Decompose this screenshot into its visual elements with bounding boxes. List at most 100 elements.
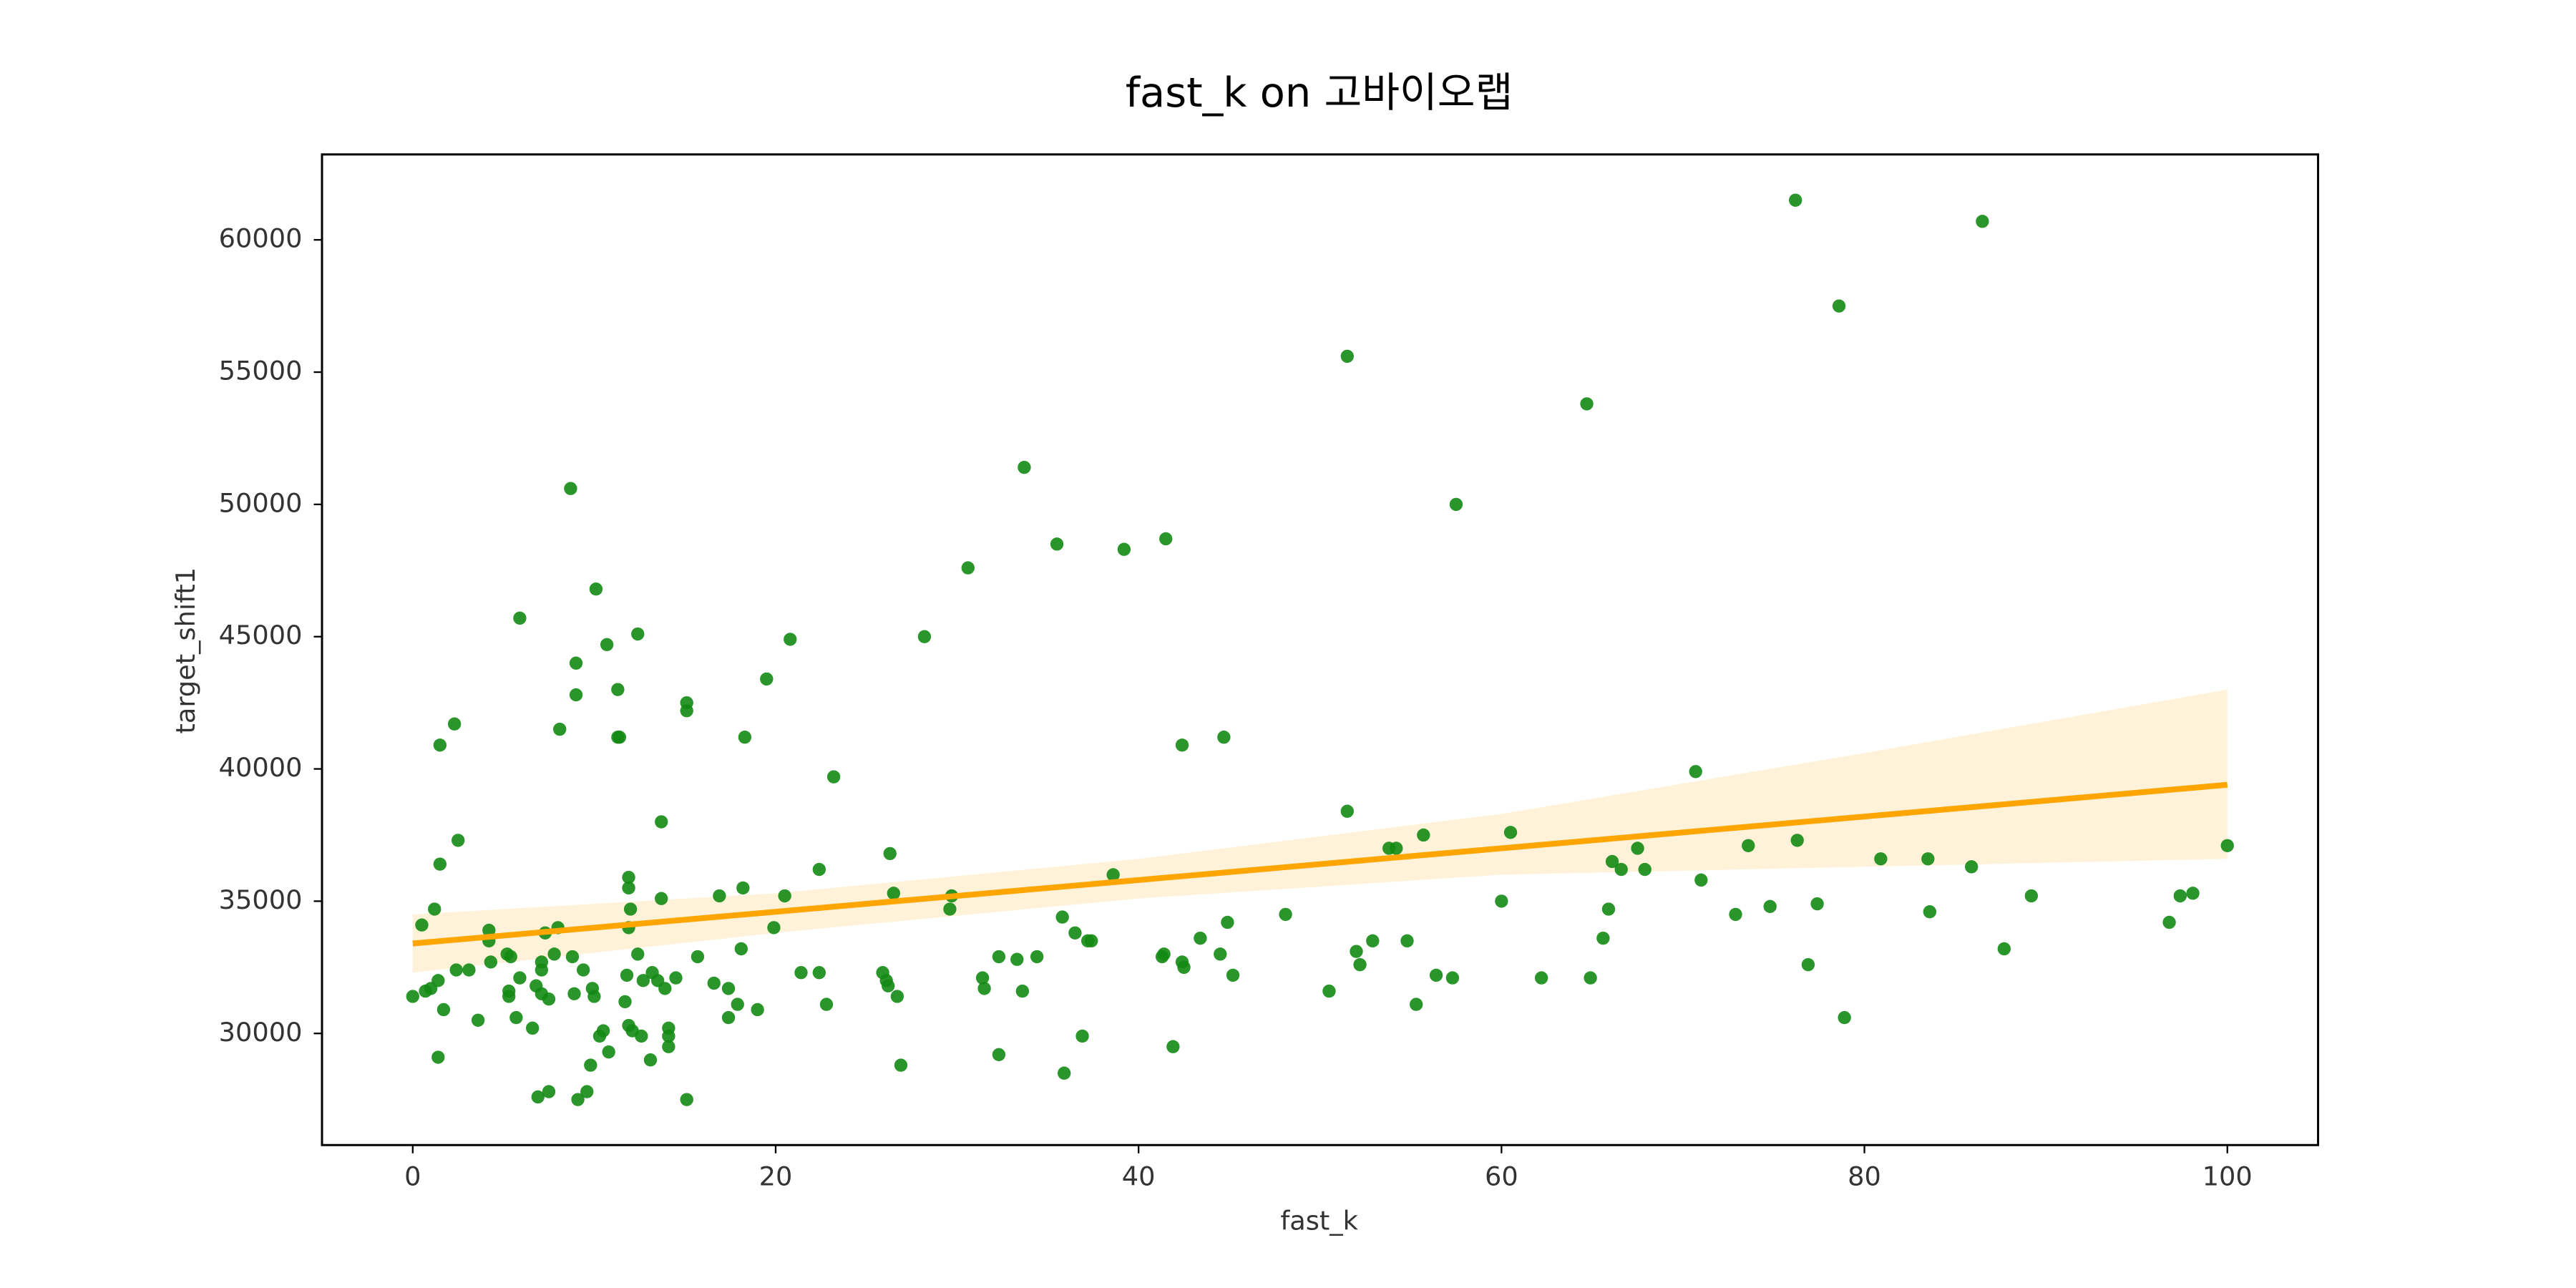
point: [1226, 968, 1240, 982]
point: [680, 696, 693, 710]
point: [1221, 915, 1234, 930]
point: [1742, 839, 1755, 852]
point: [1350, 945, 1363, 958]
point: [1605, 854, 1619, 869]
point: [602, 1045, 615, 1059]
point: [731, 997, 744, 1011]
point: [2024, 889, 2039, 903]
point: [1058, 1066, 1071, 1080]
point: [484, 955, 498, 969]
point: [992, 950, 1006, 964]
point: [1085, 934, 1098, 948]
point: [1832, 299, 1846, 313]
point: [1055, 910, 1069, 924]
y-tick-label: 60000: [219, 223, 303, 254]
point: [1390, 841, 1403, 855]
point: [655, 815, 668, 829]
point: [636, 974, 650, 987]
point: [471, 1013, 485, 1027]
point: [1075, 1029, 1089, 1043]
point: [433, 857, 447, 871]
point: [1068, 926, 1082, 940]
point: [734, 942, 748, 956]
point: [622, 870, 635, 884]
point: [1801, 957, 1815, 972]
point: [1366, 934, 1380, 948]
point: [1580, 397, 1594, 411]
point: [713, 889, 726, 903]
point: [1964, 860, 1979, 874]
point: [1050, 537, 1064, 551]
x-tick-label: 40: [1122, 1161, 1156, 1192]
point: [509, 1010, 523, 1025]
point: [564, 482, 577, 495]
y-axis-label: target_shift1: [170, 567, 201, 734]
point: [428, 902, 441, 916]
x-tick-label: 100: [2202, 1161, 2253, 1192]
point: [977, 982, 991, 995]
point: [1217, 731, 1231, 744]
point: [613, 731, 627, 744]
point: [662, 1029, 675, 1043]
point: [1409, 997, 1423, 1011]
point: [1279, 907, 1292, 922]
point: [569, 688, 583, 702]
point: [587, 990, 601, 1003]
point: [449, 963, 463, 977]
point: [635, 1029, 648, 1043]
plot-frame: [321, 153, 2320, 1146]
point: [1015, 984, 1030, 998]
x-tick-label: 80: [1848, 1161, 1881, 1192]
point: [1534, 971, 1548, 985]
point: [571, 1093, 585, 1106]
point: [794, 966, 808, 980]
point: [1689, 765, 1702, 779]
point: [1018, 460, 1031, 474]
point: [596, 1024, 610, 1038]
point: [631, 947, 645, 961]
point: [1789, 193, 1802, 207]
point: [542, 1085, 556, 1098]
point: [2186, 887, 2200, 900]
point: [525, 1021, 540, 1035]
point: [1449, 497, 1463, 512]
point: [431, 974, 445, 987]
point: [622, 881, 635, 895]
point: [707, 976, 721, 990]
x-tick-label: 20: [759, 1161, 793, 1192]
point: [1638, 862, 1652, 877]
point: [1631, 841, 1644, 855]
point: [738, 731, 752, 744]
point: [1353, 957, 1367, 972]
point: [1106, 868, 1120, 882]
y-tick-label: 55000: [219, 356, 303, 386]
point: [812, 966, 826, 980]
point: [1322, 984, 1336, 998]
point: [1584, 971, 1597, 985]
x-tick-label: 60: [1485, 1161, 1518, 1192]
point: [917, 630, 932, 643]
point: [721, 1010, 736, 1025]
point: [611, 683, 625, 696]
point: [1790, 834, 1804, 847]
point: [482, 923, 496, 937]
point: [415, 918, 429, 932]
point: [1117, 542, 1131, 556]
point: [2173, 889, 2187, 903]
point: [580, 1085, 594, 1098]
point: [1340, 349, 1354, 364]
point: [1340, 804, 1354, 818]
point: [812, 862, 826, 877]
point: [1997, 942, 2011, 956]
x-axis-label: fast_k: [1280, 1206, 1358, 1236]
point: [890, 990, 904, 1003]
point: [975, 971, 990, 985]
point: [680, 1093, 693, 1106]
point: [691, 950, 705, 964]
point: [1495, 894, 1508, 908]
point: [1503, 826, 1518, 839]
point: [1400, 934, 1414, 948]
point: [1838, 1010, 1851, 1025]
